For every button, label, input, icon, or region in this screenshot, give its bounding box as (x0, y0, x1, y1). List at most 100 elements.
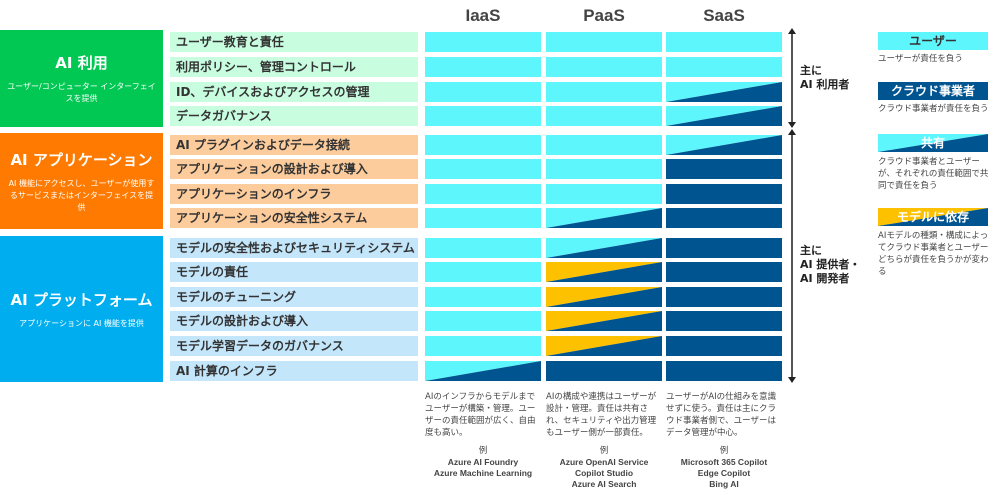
cloud-fill (666, 82, 782, 102)
cloud-fill (425, 361, 541, 381)
cell-shared (546, 238, 662, 258)
cell-cloud (666, 262, 782, 282)
example-product: Bing AI (709, 479, 739, 489)
legend-label: クラウド事業者 (890, 84, 975, 98)
role-label: 主に AI 提供者・ AI 開発者 (800, 244, 861, 285)
cell-user (425, 287, 541, 307)
row-label: ユーザー教育と責任 (170, 32, 418, 52)
cell-user (425, 311, 541, 331)
cell-user (546, 57, 662, 77)
column-header-iaas: IaaS (465, 6, 501, 25)
examples: 例 Microsoft 365 Copilot Edge Copilot Bing A… (659, 446, 789, 490)
group-title: AI プラットフォーム (10, 290, 153, 309)
user-fill (666, 32, 782, 52)
examples: 例 Azure AI Foundry Azure Machine Learning (418, 446, 548, 479)
cell-cloud (666, 208, 782, 228)
cloud-fill (546, 238, 662, 258)
row-label: アプリケーションの設計および導入 (170, 159, 418, 179)
cloud-fill (666, 159, 782, 179)
legend-description: クラウド事業者が責任を負う (878, 104, 989, 114)
user-fill (425, 287, 541, 307)
legend-description: ユーザーが責任を負う (878, 54, 963, 64)
column-header-saas: SaaS (703, 6, 745, 25)
cell-cloud (666, 287, 782, 307)
example-product: Copilot Studio (574, 468, 634, 478)
legend-label: 共有 (920, 136, 945, 150)
cell-shared (666, 135, 782, 155)
example-product: Microsoft 365 Copilot (680, 457, 768, 467)
cloud-fill (878, 82, 988, 100)
cell-shared (425, 361, 541, 381)
cell-user (425, 238, 541, 258)
group-title: AI アプリケーション (10, 150, 153, 169)
cell-user (425, 159, 541, 179)
cell-user (546, 32, 662, 52)
user-fill (425, 82, 541, 102)
cloud-fill (546, 287, 662, 307)
user-fill (425, 262, 541, 282)
legend-swatch-user: ユーザー (878, 32, 988, 50)
legend-description: クラウド事業者とユーザーが、それぞれの責任範囲で共同で責任を負う (878, 157, 989, 191)
cloud-fill (666, 208, 782, 228)
cloud-fill (546, 336, 662, 356)
row-label: モデルの責任 (170, 262, 418, 282)
arrow-ai-users (788, 28, 796, 128)
column-note: AIのインフラからモデルまでユーザーが構築・管理。ユーザーの責任範囲が広く、自由… (425, 392, 536, 438)
legend-description: AIモデルの種類・構成によってクラウド事業者とユーザーどちらが責任を負うかが変わ… (878, 231, 989, 277)
cell-user (546, 106, 662, 126)
cloud-fill (546, 262, 662, 282)
cell-cloud (666, 361, 782, 381)
cell-shared (546, 208, 662, 228)
cloud-fill (666, 262, 782, 282)
user-fill (546, 82, 662, 102)
cloud-fill (666, 135, 782, 155)
cell-user (425, 262, 541, 282)
user-fill (878, 32, 988, 50)
row-label: モデル学習データのガバナンス (170, 336, 418, 356)
user-fill (425, 32, 541, 52)
cloud-fill (878, 208, 988, 226)
group-application: AI アプリケーション AI 機能にアクセスし、ユーザーが使用するサービスまたはイ… (0, 133, 163, 229)
cloud-fill (666, 287, 782, 307)
cell-model (546, 311, 662, 331)
row-label: 利用ポリシー、管理コントロール (170, 57, 418, 77)
cloud-fill (666, 106, 782, 126)
user-fill (425, 159, 541, 179)
legend-label: ユーザー (909, 34, 957, 48)
user-fill (546, 184, 662, 204)
cell-user (546, 135, 662, 155)
legend-label: モデルに依存 (896, 210, 969, 224)
user-fill (546, 159, 662, 179)
example-product: Azure OpenAI Service (559, 457, 649, 467)
cell-user (425, 184, 541, 204)
cell-user (546, 184, 662, 204)
row-label: ID、デバイスおよびアクセスの管理 (170, 82, 418, 102)
cloud-fill (666, 361, 782, 381)
examples: 例 Azure OpenAI Service Copilot Studio Azure… (539, 446, 669, 490)
cloud-fill (878, 134, 988, 152)
cell-cloud (546, 361, 662, 381)
examples-heading: 例 (599, 446, 609, 456)
cell-model (546, 287, 662, 307)
user-fill (425, 336, 541, 356)
cloud-fill (666, 336, 782, 356)
row-label: データガバナンス (170, 106, 418, 126)
user-fill (425, 208, 541, 228)
legend-swatch-model: モデルに依存 (878, 208, 988, 226)
role-label: 主に AI 利用者 (800, 64, 850, 91)
cell-user (425, 82, 541, 102)
cell-shared (666, 106, 782, 126)
example-product: Azure AI Search (571, 479, 637, 489)
column-header-paas: PaaS (583, 6, 625, 25)
cell-user (425, 336, 541, 356)
user-fill (425, 238, 541, 258)
group-description: AI 機能にアクセスし、ユーザーが使用するサービスまたはインターフェイスを提供 (8, 178, 155, 212)
cell-model (546, 336, 662, 356)
cell-cloud (666, 336, 782, 356)
user-fill (666, 57, 782, 77)
user-fill (425, 311, 541, 331)
cell-user (666, 32, 782, 52)
legend-swatch-shared: 共有 (878, 134, 988, 152)
legend-swatch-cloud: クラウド事業者 (878, 82, 988, 100)
example-product: Azure AI Foundry (447, 457, 519, 467)
